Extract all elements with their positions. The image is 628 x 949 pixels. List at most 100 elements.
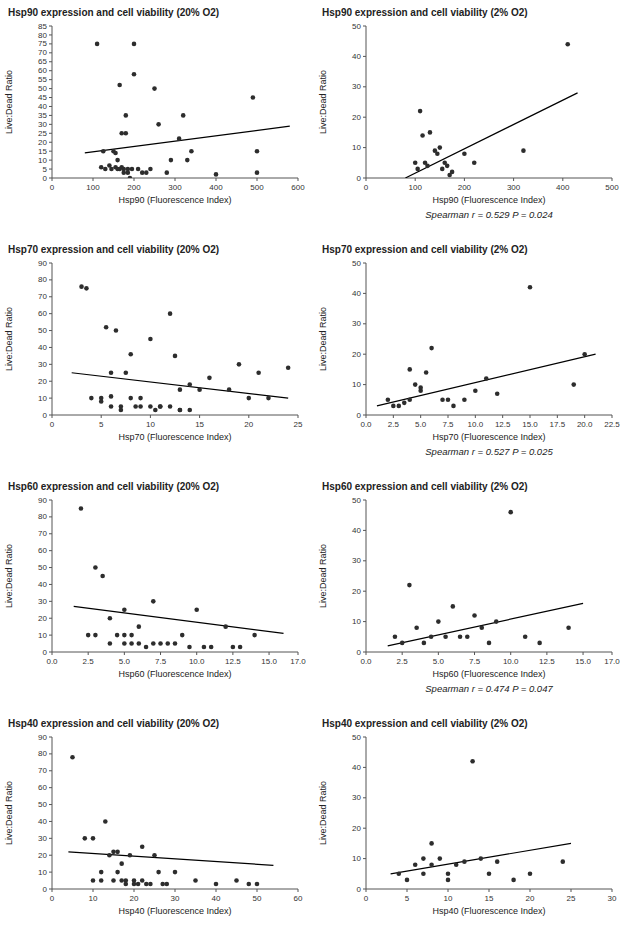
x-axis-line — [366, 178, 612, 179]
y-axis-label: Live:Dead Ratio — [318, 307, 328, 371]
x-tick — [366, 889, 367, 892]
spearman-annotation: Spearman r = 0.527 P = 0.025 — [425, 446, 553, 457]
scatter-point — [445, 164, 450, 169]
scatter-point — [255, 149, 260, 154]
scatter-point — [425, 164, 430, 169]
y-tick-label: 20 — [352, 824, 361, 833]
scatter-point — [252, 633, 257, 638]
y-tick — [49, 737, 52, 738]
scatter-point — [133, 404, 138, 409]
x-tick — [474, 652, 475, 655]
scatter-point — [178, 408, 183, 413]
scatter-point — [209, 645, 214, 650]
x-tick-label: 100 — [409, 183, 423, 192]
scatter-point — [247, 882, 252, 887]
scatter-point — [189, 149, 194, 154]
x-tick — [366, 178, 367, 181]
panel: Hsp90 expression and cell viability (20%… — [4, 7, 305, 205]
x-axis-label: Hsp60 (Fluorescence Index) — [118, 669, 231, 679]
x-tick-label: 400 — [209, 183, 223, 192]
y-tick-label: 20 — [352, 587, 361, 596]
y-tick — [363, 117, 366, 118]
scatter-point — [415, 167, 420, 172]
y-tick-label: 30 — [352, 556, 361, 565]
x-tick-label: 2.5 — [83, 657, 95, 666]
scatter-point — [472, 613, 477, 618]
x-tick-label: 50 — [253, 894, 262, 903]
scatter-point — [420, 133, 425, 138]
x-tick — [298, 652, 299, 655]
scatter-point — [148, 882, 153, 887]
x-tick-label: 400 — [556, 183, 570, 192]
y-tick — [49, 364, 52, 365]
scatter-point — [407, 398, 412, 403]
scatter-point — [418, 109, 423, 114]
scatter-point — [207, 376, 212, 381]
scatter-point — [446, 878, 451, 883]
x-tick-label: 0.0 — [360, 420, 372, 429]
y-tick-label: 15 — [38, 147, 47, 156]
scatter-point — [462, 151, 467, 156]
y-tick-label: 70 — [38, 529, 47, 538]
plot-marks — [74, 506, 284, 649]
scatter-point — [429, 841, 434, 846]
x-tick — [448, 415, 449, 418]
y-tick — [49, 584, 52, 585]
scatter-point — [148, 337, 153, 342]
x-axis-label: Hsp70 (Fluorescence Index) — [432, 432, 545, 442]
x-tick-label: 7.5 — [469, 657, 481, 666]
scatter-point — [421, 872, 426, 877]
y-tick-label: 40 — [38, 817, 47, 826]
plot-marks — [72, 284, 291, 412]
y-tick-label: 80 — [38, 512, 47, 521]
y-tick-label: 50 — [38, 326, 47, 335]
y-axis-label: Live:Dead Ratio — [318, 544, 328, 608]
panel: Hsp40 expression and cell viability (20%… — [4, 718, 303, 916]
x-tick — [612, 415, 613, 418]
panel: Hsp90 expression and cell viability (2% … — [318, 7, 619, 220]
x-tick-label: 25 — [294, 420, 303, 429]
y-tick-label: 35 — [38, 111, 47, 120]
y-tick — [363, 797, 366, 798]
scatter-point — [124, 882, 129, 887]
x-tick-label: 60 — [294, 894, 303, 903]
x-tick-label: 500 — [250, 183, 264, 192]
x-tick-label: 15 — [195, 420, 204, 429]
y-tick-label: 40 — [352, 52, 361, 61]
scatter-point — [107, 853, 112, 858]
y-tick — [49, 52, 52, 53]
scatter-point — [436, 619, 441, 624]
y-tick — [363, 147, 366, 148]
scatter-point — [494, 619, 499, 624]
x-tick — [88, 652, 89, 655]
scatter-point — [407, 583, 412, 588]
x-tick — [248, 415, 249, 418]
x-tick-label: 2.5 — [397, 657, 409, 666]
scatter-point — [472, 161, 477, 166]
scatter-point — [173, 870, 178, 875]
x-tick-label: 20 — [526, 894, 535, 903]
panel-title: Hsp90 expression and cell viability (2% … — [322, 7, 528, 18]
scatter-point — [119, 861, 124, 866]
y-tick — [49, 106, 52, 107]
x-tick — [52, 178, 53, 181]
x-tick — [52, 889, 53, 892]
scatter-point — [173, 354, 178, 359]
x-axis-label: Hsp90 (Fluorescence Index) — [118, 195, 231, 205]
scatter-point — [165, 882, 170, 887]
y-tick — [49, 160, 52, 161]
scatter-point — [136, 167, 141, 172]
scatter-point — [440, 398, 445, 403]
y-tick — [363, 767, 366, 768]
scatter-point — [451, 404, 456, 409]
y-tick-label: 10 — [352, 854, 361, 863]
x-tick-label: 5.0 — [119, 657, 131, 666]
panel-title: Hsp40 expression and cell viability (20%… — [8, 718, 219, 729]
y-tick-label: 50 — [352, 496, 361, 505]
scatter-point — [571, 382, 576, 387]
y-axis-line — [366, 263, 367, 415]
x-tick — [269, 652, 270, 655]
figure: Hsp90 expression and cell viability (20%… — [0, 0, 628, 949]
y-tick — [363, 560, 366, 561]
spearman-annotation: Spearman r = 0.474 P = 0.047 — [425, 683, 553, 694]
